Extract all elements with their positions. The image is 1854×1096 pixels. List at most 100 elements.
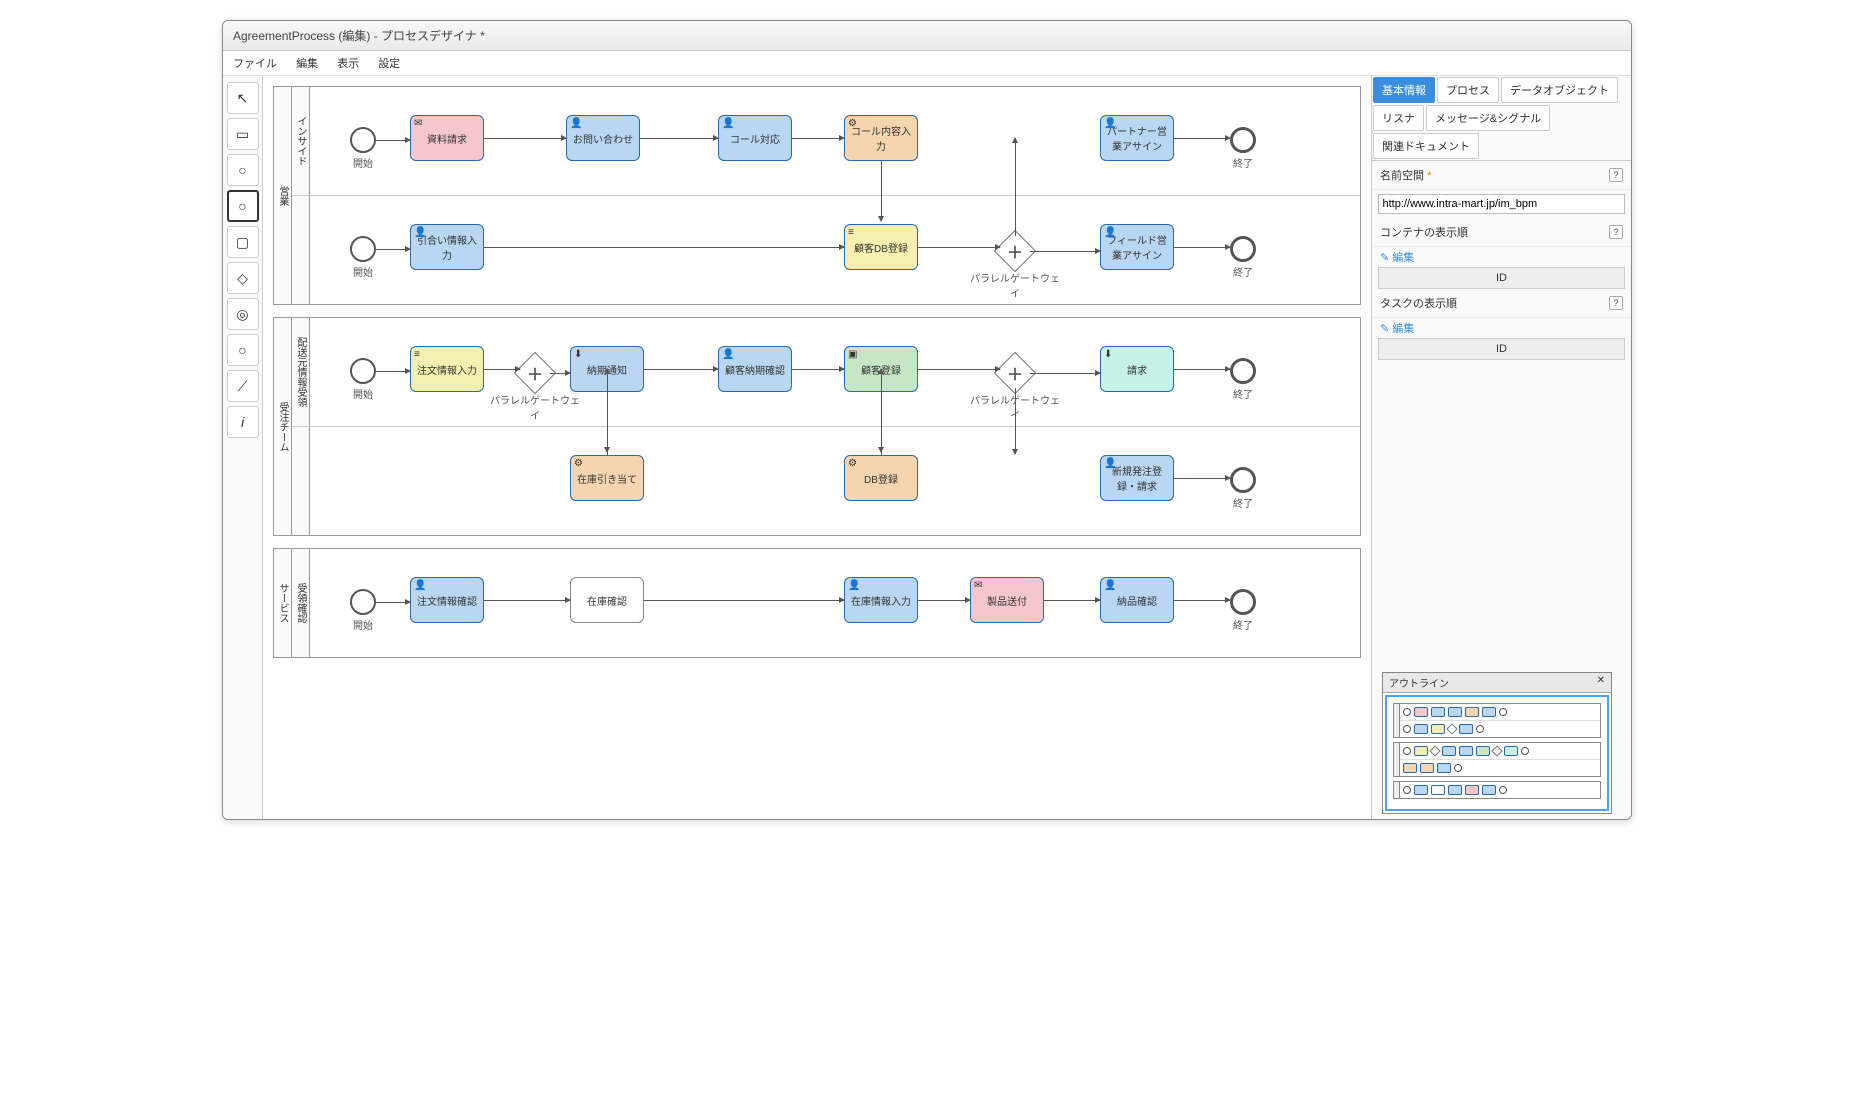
sequence-flow[interactable] bbox=[484, 600, 570, 601]
task-node[interactable]: ⚙在庫引き当て bbox=[570, 455, 644, 501]
lane[interactable]: 受領確認開始👤注文情報確認在庫確認👤在庫情報入力✉製品送付👤納品確認終了 bbox=[292, 549, 1360, 657]
sequence-flow[interactable] bbox=[1174, 478, 1230, 479]
end-event[interactable] bbox=[1230, 467, 1256, 493]
lane-body[interactable]: 開始👤引合い情報入力≡顧客DB登録＋パラレルゲートウェイ👤フィールド営業アサイン… bbox=[310, 196, 1360, 304]
sequence-flow[interactable] bbox=[376, 140, 410, 141]
edit-container-order[interactable]: ✎ 編集 bbox=[1372, 247, 1631, 267]
tool-connector[interactable]: ⟋ bbox=[227, 370, 259, 402]
sequence-flow[interactable] bbox=[1174, 138, 1230, 139]
outline-pool[interactable] bbox=[1393, 703, 1601, 738]
start-event[interactable] bbox=[350, 589, 376, 615]
lane[interactable]: インサイド開始✉資料請求👤お問い合わせ👤コール対応⚙コール内容入力👤パートナー営… bbox=[292, 87, 1360, 196]
task-node[interactable]: 👤納品確認 bbox=[1100, 577, 1174, 623]
task-node[interactable]: 在庫確認 bbox=[570, 577, 644, 623]
sequence-flow[interactable] bbox=[644, 600, 844, 601]
task-node[interactable]: ✉資料請求 bbox=[410, 115, 484, 161]
help-icon[interactable]: ? bbox=[1609, 225, 1623, 239]
sequence-flow[interactable] bbox=[1174, 247, 1230, 248]
tool-rect[interactable]: ▭ bbox=[227, 118, 259, 150]
start-event[interactable] bbox=[350, 358, 376, 384]
task-node[interactable]: ✉製品送付 bbox=[970, 577, 1044, 623]
menu-settings[interactable]: 設定 bbox=[378, 58, 400, 70]
tab-process[interactable]: プロセス bbox=[1437, 77, 1499, 103]
help-icon[interactable]: ? bbox=[1609, 296, 1623, 310]
outline-pool[interactable] bbox=[1393, 781, 1601, 799]
outline-pool[interactable] bbox=[1393, 742, 1601, 777]
pool[interactable]: 受注チーム配送元情報受領開始≡注文情報入力＋パラレルゲートウェイ⬇納期通知👤顧客… bbox=[273, 317, 1361, 536]
sequence-flow[interactable] bbox=[1030, 373, 1100, 374]
sequence-flow[interactable] bbox=[881, 369, 882, 455]
task-node[interactable]: 👤新規発注登録・請求 bbox=[1100, 455, 1174, 501]
help-icon[interactable]: ? bbox=[1609, 168, 1623, 182]
tool-circle-bold[interactable]: ○ bbox=[227, 190, 259, 222]
sequence-flow[interactable] bbox=[918, 247, 1000, 248]
tab-msgsig[interactable]: メッセージ&シグナル bbox=[1426, 105, 1550, 131]
tool-double-circle[interactable]: ◎ bbox=[227, 298, 259, 330]
tab-basic[interactable]: 基本情報 bbox=[1373, 77, 1435, 103]
tab-reldoc[interactable]: 関連ドキュメント bbox=[1373, 133, 1479, 159]
sequence-flow[interactable] bbox=[1174, 369, 1230, 370]
start-event[interactable] bbox=[350, 236, 376, 262]
task-node[interactable]: 👤コール対応 bbox=[718, 115, 792, 161]
tool-info[interactable]: i bbox=[227, 406, 259, 438]
sequence-flow[interactable] bbox=[376, 249, 410, 250]
lane[interactable]: ⚙在庫引き当て⚙DB登録👤新規発注登録・請求終了 bbox=[292, 427, 1360, 535]
sequence-flow[interactable] bbox=[376, 371, 410, 372]
lane-body[interactable]: 開始👤注文情報確認在庫確認👤在庫情報入力✉製品送付👤納品確認終了 bbox=[310, 549, 1360, 657]
task-node[interactable]: ⚙コール内容入力 bbox=[844, 115, 918, 161]
task-node[interactable]: 👤引合い情報入力 bbox=[410, 224, 484, 270]
tab-listener[interactable]: リスナ bbox=[1373, 105, 1424, 131]
sequence-flow[interactable] bbox=[644, 369, 718, 370]
task-node[interactable]: ≡注文情報入力 bbox=[410, 346, 484, 392]
lane[interactable]: 開始👤引合い情報入力≡顧客DB登録＋パラレルゲートウェイ👤フィールド営業アサイン… bbox=[292, 196, 1360, 304]
lane-body[interactable]: 開始✉資料請求👤お問い合わせ👤コール対応⚙コール内容入力👤パートナー営業アサイン… bbox=[310, 87, 1360, 195]
pool[interactable]: 営業インサイド開始✉資料請求👤お問い合わせ👤コール対応⚙コール内容入力👤パートナ… bbox=[273, 86, 1361, 305]
end-event[interactable] bbox=[1230, 127, 1256, 153]
end-event[interactable] bbox=[1230, 358, 1256, 384]
task-node[interactable]: ⬇請求 bbox=[1100, 346, 1174, 392]
tool-circle3[interactable]: ○ bbox=[227, 334, 259, 366]
sequence-flow[interactable] bbox=[1015, 138, 1016, 236]
task-node[interactable]: 👤在庫情報入力 bbox=[844, 577, 918, 623]
sequence-flow[interactable] bbox=[792, 138, 844, 139]
sequence-flow[interactable] bbox=[918, 369, 1000, 370]
tool-diamond[interactable]: ◇ bbox=[227, 262, 259, 294]
sequence-flow[interactable] bbox=[1030, 251, 1100, 252]
menu-file[interactable]: ファイル bbox=[233, 58, 277, 70]
tab-dataobj[interactable]: データオブジェクト bbox=[1501, 77, 1618, 103]
end-event[interactable] bbox=[1230, 589, 1256, 615]
outline-body[interactable] bbox=[1385, 695, 1609, 811]
sequence-flow[interactable] bbox=[550, 373, 570, 374]
outline-close-icon[interactable]: ✕ bbox=[1597, 675, 1605, 690]
tool-roundrect[interactable]: ▢ bbox=[227, 226, 259, 258]
lane-body[interactable]: 開始≡注文情報入力＋パラレルゲートウェイ⬇納期通知👤顧客納期確認▣顧客登録＋パラ… bbox=[310, 318, 1360, 426]
canvas[interactable]: 営業インサイド開始✉資料請求👤お問い合わせ👤コール対応⚙コール内容入力👤パートナ… bbox=[263, 76, 1371, 820]
start-event[interactable] bbox=[350, 127, 376, 153]
lane-body[interactable]: ⚙在庫引き当て⚙DB登録👤新規発注登録・請求終了 bbox=[310, 427, 1360, 535]
tool-pointer[interactable]: ↖ bbox=[227, 82, 259, 114]
sequence-flow[interactable] bbox=[1174, 600, 1230, 601]
sequence-flow[interactable] bbox=[640, 138, 718, 139]
edit-task-order[interactable]: ✎ 編集 bbox=[1372, 318, 1631, 338]
sequence-flow[interactable] bbox=[918, 600, 970, 601]
pool[interactable]: サービス受領確認開始👤注文情報確認在庫確認👤在庫情報入力✉製品送付👤納品確認終了 bbox=[273, 548, 1361, 658]
task-node[interactable]: 👤フィールド営業アサイン bbox=[1100, 224, 1174, 270]
task-node[interactable]: ≡顧客DB登録 bbox=[844, 224, 918, 270]
task-node[interactable]: 👤お問い合わせ bbox=[566, 115, 640, 161]
task-node[interactable]: 👤パートナー営業アサイン bbox=[1100, 115, 1174, 161]
task-node[interactable]: 👤顧客納期確認 bbox=[718, 346, 792, 392]
namespace-input[interactable] bbox=[1378, 194, 1624, 214]
sequence-flow[interactable] bbox=[1044, 600, 1100, 601]
end-event[interactable] bbox=[1230, 236, 1256, 262]
sequence-flow[interactable] bbox=[376, 602, 410, 603]
menu-edit[interactable]: 編集 bbox=[296, 58, 318, 70]
task-node[interactable]: ⚙DB登録 bbox=[844, 455, 918, 501]
sequence-flow[interactable] bbox=[484, 369, 520, 370]
lane[interactable]: 配送元情報受領開始≡注文情報入力＋パラレルゲートウェイ⬇納期通知👤顧客納期確認▣… bbox=[292, 318, 1360, 427]
sequence-flow[interactable] bbox=[484, 247, 844, 248]
sequence-flow[interactable] bbox=[792, 369, 844, 370]
sequence-flow[interactable] bbox=[484, 138, 566, 139]
menu-view[interactable]: 表示 bbox=[337, 58, 359, 70]
sequence-flow[interactable] bbox=[607, 369, 608, 455]
task-node[interactable]: 👤注文情報確認 bbox=[410, 577, 484, 623]
